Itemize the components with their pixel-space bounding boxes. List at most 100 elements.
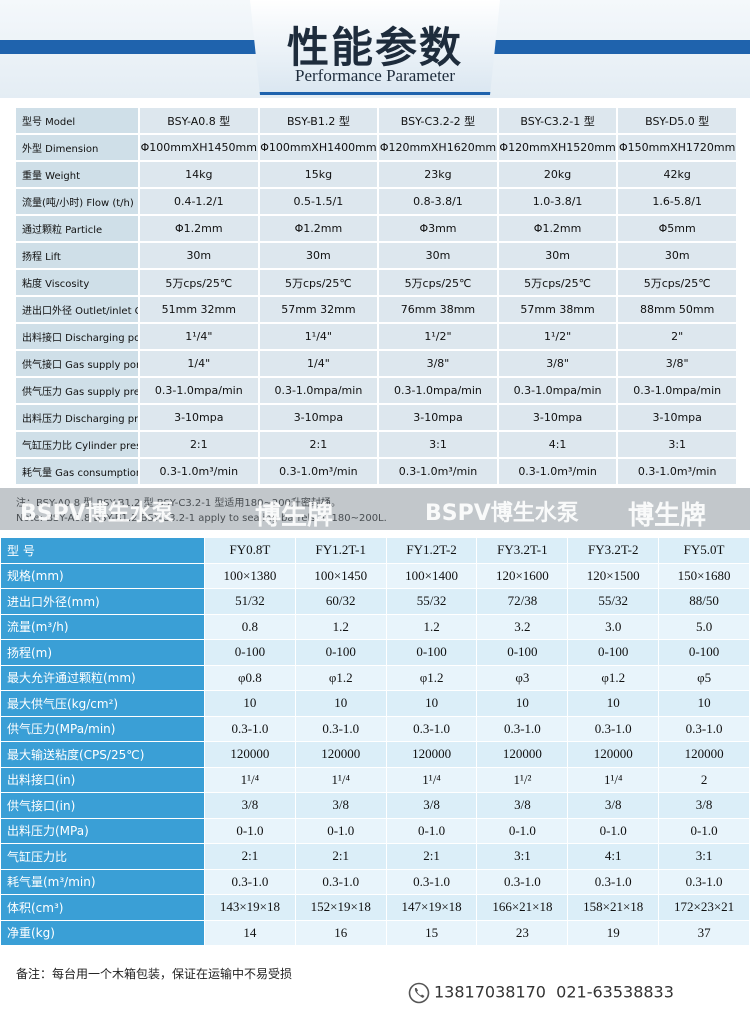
cell: 5万cps/25℃ — [377, 268, 499, 297]
cell: 147×19×18 — [385, 894, 478, 921]
cell: 0.3-1.0 — [385, 715, 478, 742]
cell: 5万cps/25℃ — [138, 268, 260, 297]
cell: 0.3-1.0mpa/min — [138, 376, 260, 405]
row-label: 供气压力(MPa/min) — [0, 715, 205, 742]
cell: 23 — [476, 919, 569, 946]
row-label: 扬程(m) — [0, 639, 205, 666]
cell: 30m — [496, 241, 619, 270]
header-cell: FY0.8T — [204, 537, 296, 564]
cell: 1¹/⁴ — [567, 766, 660, 793]
cell: 10 — [567, 690, 660, 717]
cell: 0-100 — [476, 639, 569, 666]
row: 最大供气压(kg/cm²) 10 10 10 10 10 10 — [0, 690, 750, 717]
note: Note: BSY-A0.8 BSY-B1.2 BSY-C3.2-1 apply… — [16, 513, 387, 524]
watermark-band: BSPV博生水泵 博生牌 BSPV博生水泵 博生牌 — [0, 488, 750, 531]
cell: 120000 — [658, 741, 750, 768]
row-label: 出料接口 Discharging port — [14, 322, 140, 351]
cell: 0.3-1.0m³/min — [138, 457, 260, 486]
cell: 120×1500 — [567, 562, 660, 589]
remark: 备注：每台用一个木箱包装，保证在运输中不易受损 — [16, 967, 293, 981]
row: 气缸压力比 Cylinder pressure ratio2:12:13:14:… — [14, 430, 738, 459]
row: 扬程(m) 0-100 0-100 0-100 0-100 0-100 0-100 — [0, 639, 750, 666]
cell: 3:1 — [616, 430, 738, 459]
row-label: 耗气量 Gas consumption — [14, 457, 140, 486]
cell: 1¹/4" — [257, 322, 380, 351]
row-label: 重量 Weight — [14, 160, 140, 189]
cell: 1¹/⁴ — [294, 766, 387, 793]
row-label: 流量(m³/h) — [0, 613, 205, 640]
header-cell: BSY-D5.0 型 — [616, 106, 738, 135]
cell: 1.6-5.8/1 — [616, 187, 738, 216]
row: 耗气量(m³/min) 0.3-1.0 0.3-1.0 0.3-1.0 0.3-1.0 0… — [0, 868, 750, 895]
cell: 0.3-1.0 — [567, 715, 660, 742]
cell: 0.3-1.0 — [204, 868, 296, 895]
cell: 0.3-1.0 — [294, 868, 387, 895]
cell: 0.3-1.0 — [567, 868, 660, 895]
header-cell: BSY-A0.8 型 — [138, 106, 260, 135]
cell: 5万cps/25℃ — [257, 268, 380, 297]
cell: 15kg — [257, 160, 380, 189]
row-label: 最大输送粘度(CPS/25℃) — [0, 741, 205, 768]
row: 供气接口(in) 3/8 3/8 3/8 3/8 3/8 3/8 — [0, 792, 750, 819]
cell: 0-1.0 — [658, 817, 750, 844]
row: 重量 Weight 14kg 15kg 23kg 20kg 42kg — [14, 160, 738, 189]
row-label: 供气压力 Gas supply pressure — [14, 376, 140, 405]
cell: 0-1.0 — [567, 817, 660, 844]
cell: 0-1.0 — [385, 817, 478, 844]
cell: 3/8 — [204, 792, 296, 819]
cell: 0.3-1.0 — [476, 715, 569, 742]
row: 供气压力 Gas supply pressure0.3-1.0mpa/min0.… — [14, 376, 738, 405]
header-cell: FY5.0T — [658, 537, 750, 564]
cell: 5.0 — [658, 613, 750, 640]
cell: 1¹/2" — [377, 322, 499, 351]
cell: 88mm 50mm — [616, 295, 738, 324]
cell: 42kg — [616, 160, 738, 189]
header-cell: BSY-B1.2 型 — [257, 106, 380, 135]
cell: 1¹/² — [476, 766, 569, 793]
header-cell: 型 号 — [0, 537, 205, 564]
row-label: 进出口外径 Outlet/inlet OD — [14, 295, 140, 324]
watermark: 博生牌 — [628, 501, 707, 531]
cell: 0.3-1.0mpa/min — [257, 376, 380, 405]
row: 通过颗粒 Particle Φ1.2mm Φ1.2mm Φ3mm Φ1.2mm Φ5mm — [14, 214, 738, 243]
cell: 2:1 — [257, 430, 380, 459]
cell: 51mm 32mm — [138, 295, 260, 324]
row-label: 扬程 Lift — [14, 241, 140, 270]
cell: 55/32 — [567, 588, 660, 615]
row: 体积(cm³) 143×19×18 152×19×18 147×19×18 166×21… — [0, 894, 750, 921]
cell: 3/8 — [294, 792, 387, 819]
row-label: 供气接口(in) — [0, 792, 205, 819]
row-label: 出料压力 Discharging pressure — [14, 403, 140, 432]
cell: 72/38 — [476, 588, 569, 615]
cell: 10 — [658, 690, 750, 717]
watermark: BSPV博生水泵 — [425, 501, 579, 526]
cell: 10 — [385, 690, 478, 717]
row: 最大输送粘度(CPS/25℃) 120000 120000 120000 120000 1… — [0, 741, 750, 768]
cell: 1¹/⁴ — [204, 766, 296, 793]
row-label: 最大允许通过颗粒(mm) — [0, 664, 205, 691]
cell: 143×19×18 — [204, 894, 296, 921]
cell: 3-10mpa — [138, 403, 260, 432]
cell: φ5 — [658, 664, 750, 691]
row: 供气接口 Gas supply port 1/4" 1/4" 3/8" 3/8" 3/8" — [14, 349, 738, 378]
cell: 3/8" — [496, 349, 619, 378]
cell: Φ100mmXH1450mm — [138, 133, 260, 162]
cell: 158×21×18 — [567, 894, 660, 921]
cell: 0.3-1.0mpa/min — [496, 376, 619, 405]
cell: 0-100 — [385, 639, 478, 666]
cell: 14kg — [138, 160, 260, 189]
cell: 1/4" — [138, 349, 260, 378]
cell: 23kg — [377, 160, 499, 189]
phone: 13817038170 021-63538833 — [408, 982, 674, 1004]
header-cell: FY3.2T-1 — [476, 537, 569, 564]
cell: Φ1.2mm — [257, 214, 380, 243]
cell: 3/8 — [658, 792, 750, 819]
row-label: 进出口外径(mm) — [0, 588, 205, 615]
cell: 3-10mpa — [496, 403, 619, 432]
row: 外型 Dimension Φ100mmXH1450mm Φ100mmXH1400mm… — [14, 133, 738, 162]
cell: 0-1.0 — [204, 817, 296, 844]
cell: 0.3-1.0m³/min — [616, 457, 738, 486]
cell: 4:1 — [496, 430, 619, 459]
cell: 88/50 — [658, 588, 750, 615]
cell: 10 — [294, 690, 387, 717]
